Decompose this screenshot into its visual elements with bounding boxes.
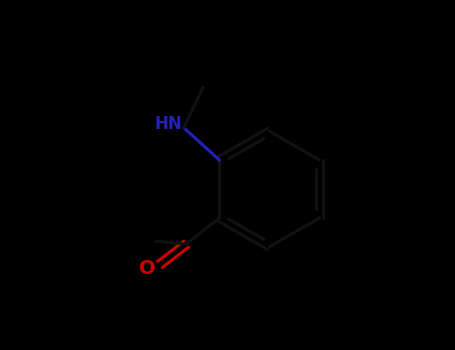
Text: HN: HN xyxy=(154,115,182,133)
Text: O: O xyxy=(139,259,156,278)
